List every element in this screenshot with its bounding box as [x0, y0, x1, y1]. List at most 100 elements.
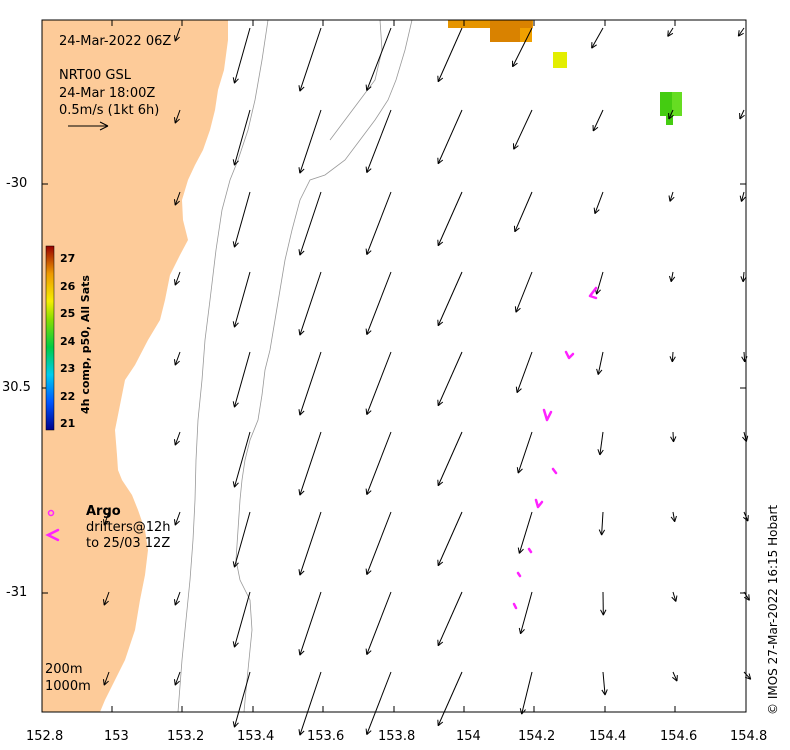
lat-tick-label: 30.5: [2, 380, 31, 395]
lat-tick-label: -30: [6, 176, 28, 191]
sst-patch: [666, 115, 673, 125]
colorbar-tick: 24: [60, 335, 76, 348]
lon-tick-label: 154.2: [518, 729, 556, 744]
colorbar-title: 4h comp, p50, All Sats: [79, 275, 92, 414]
colorbar-tick: 23: [60, 362, 76, 375]
current-vector: [173, 431, 181, 446]
current-vector: [232, 271, 251, 328]
lon-tick-label: 153.8: [378, 729, 416, 744]
drifter-track: [527, 547, 533, 554]
lon-tick-label: 154.6: [660, 729, 698, 744]
lon-tick-label: 154.4: [589, 729, 627, 744]
current-vector: [743, 591, 750, 601]
current-vector: [668, 191, 675, 202]
current-vector: [173, 351, 181, 366]
drifter-track: [534, 498, 544, 509]
current-vector: [365, 511, 392, 575]
scale-arrow: [68, 121, 109, 131]
land: [42, 20, 228, 712]
current-vector: [596, 351, 604, 375]
current-vector: [298, 271, 322, 336]
current-vector: [365, 271, 392, 335]
current-vector: [298, 591, 322, 656]
vector-scale-label: 0.5m/s (1kt 6h): [59, 103, 160, 118]
isobath-label-1000m: 1000m: [45, 679, 91, 694]
drifter-track: [516, 571, 522, 578]
lat-tick-label: -31: [6, 585, 28, 600]
drifter-track: [542, 408, 553, 422]
current-vector: [232, 591, 251, 648]
current-vector: [365, 591, 392, 655]
lon-tick-label: 153: [104, 729, 129, 744]
current-vector: [173, 109, 181, 124]
current-vector: [668, 271, 676, 283]
legend-line2: to 25/03 12Z: [86, 536, 171, 551]
current-vector: [671, 591, 678, 602]
current-vector: [173, 511, 181, 526]
sst-patch: [520, 28, 532, 42]
current-vector: [598, 511, 606, 536]
sst-patch: [553, 52, 567, 68]
drifter-track: [512, 602, 518, 610]
isobath-label-200m: 200m: [45, 662, 83, 677]
current-vector: [517, 511, 533, 554]
current-vector: [742, 431, 749, 442]
current-vector: [600, 591, 607, 616]
current-vector: [515, 351, 533, 394]
current-vector: [232, 431, 251, 488]
colorbar-tick: 26: [60, 280, 76, 293]
map-valid-time: 24-Mar 18:00Z: [59, 86, 156, 101]
colorbar-tick: 22: [60, 390, 76, 403]
current-vector: [670, 511, 677, 523]
drifter-legend-track: [45, 528, 60, 542]
current-vector: [102, 511, 110, 526]
current-vector: [298, 351, 322, 416]
current-vector: [668, 109, 674, 120]
map-date: 24-Mar-2022 06Z: [59, 34, 172, 49]
current-vector: [594, 271, 604, 295]
current-vector: [437, 351, 463, 407]
current-vector: [173, 591, 181, 606]
current-vector: [516, 431, 533, 474]
current-vector: [512, 27, 533, 68]
lon-tick-label: 153.4: [237, 729, 275, 744]
current-vector: [298, 431, 322, 496]
drifter-track: [588, 286, 598, 300]
lon-tick-label: 153.6: [307, 729, 345, 744]
current-vector: [437, 671, 463, 727]
current-vector: [514, 271, 533, 313]
current-vector: [298, 27, 322, 92]
isobath-200m: [177, 19, 269, 713]
current-vector: [365, 191, 392, 255]
current-vector: [173, 271, 181, 286]
current-vector: [365, 671, 392, 735]
current-vector: [173, 191, 181, 206]
current-vector: [437, 431, 463, 487]
current-vector: [667, 27, 674, 37]
current-vector: [365, 431, 392, 495]
current-vector: [601, 671, 608, 696]
credit-text: © IMOS 27-Mar-2022 16:15 Hobart: [766, 504, 780, 715]
colorbar-tick: 25: [60, 307, 76, 320]
map-model: NRT00 GSL: [59, 68, 131, 83]
colorbar-tick: 27: [60, 252, 76, 265]
current-vector: [672, 671, 678, 682]
current-vector: [173, 27, 181, 42]
current-vector: [298, 511, 322, 576]
current-vector: [298, 671, 322, 736]
current-vector: [740, 271, 747, 283]
legend-line1: drifters@12h: [86, 520, 171, 535]
sst-patch: [660, 92, 672, 116]
current-vector: [232, 351, 251, 408]
current-vector: [513, 191, 533, 233]
current-vector: [743, 671, 752, 680]
current-vector: [739, 109, 745, 120]
current-vector: [592, 109, 604, 132]
current-vector: [739, 191, 746, 202]
current-vector: [232, 191, 251, 248]
isobath-1000m-inner: [329, 19, 383, 141]
current-vector: [232, 511, 251, 568]
current-vector: [737, 27, 745, 37]
legend-title: Argo: [86, 504, 121, 519]
current-vector: [232, 109, 251, 166]
